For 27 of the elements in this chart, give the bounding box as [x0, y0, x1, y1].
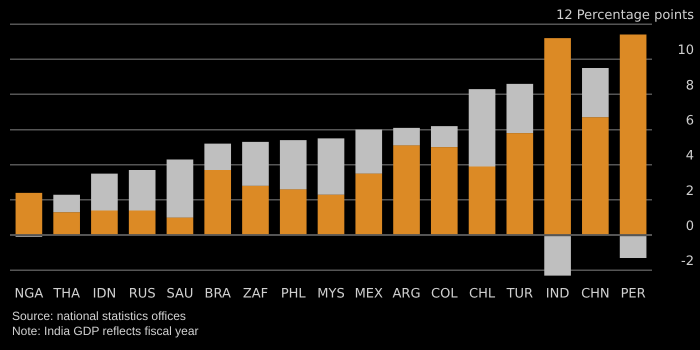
x-tick-label: CHN	[581, 286, 610, 302]
y-tick-label: 6	[686, 113, 694, 128]
x-tick-label: COL	[431, 286, 458, 302]
x-tick-label: SAU	[166, 286, 194, 302]
y-tick-label: 0	[686, 219, 694, 234]
y-tick-label: 2	[686, 184, 694, 199]
x-tick-label: PHL	[280, 286, 306, 302]
x-tick-label: ARG	[392, 286, 421, 302]
y-tick-label: 8	[686, 78, 694, 94]
text: Note: India GDP reflects fiscal year	[12, 324, 200, 339]
y-tick-label: 10	[677, 43, 694, 58]
y-tick-label: -2	[681, 254, 694, 270]
y-tick-label: 12 Percentage points	[556, 8, 694, 23]
x-tick-label: THA	[52, 286, 80, 302]
x-tick-label: NGA	[14, 286, 44, 302]
x-tick-label: PER	[620, 286, 646, 302]
x-tick-label: MEX	[354, 286, 384, 302]
x-tick-label: ZAF	[242, 286, 268, 302]
x-tick-label: CHL	[469, 286, 496, 302]
x-tick-label: MYS	[317, 286, 345, 302]
x-tick-label: TUR	[506, 286, 534, 302]
x-tick-label: BRA	[204, 286, 231, 302]
x-tick-label: IND	[546, 286, 570, 302]
source-note: Source: national statistics offices	[12, 309, 187, 324]
x-tick-label: RUS	[128, 286, 156, 302]
y-tick-label: 4	[686, 148, 694, 164]
x-tick-label: IDN	[92, 286, 116, 302]
